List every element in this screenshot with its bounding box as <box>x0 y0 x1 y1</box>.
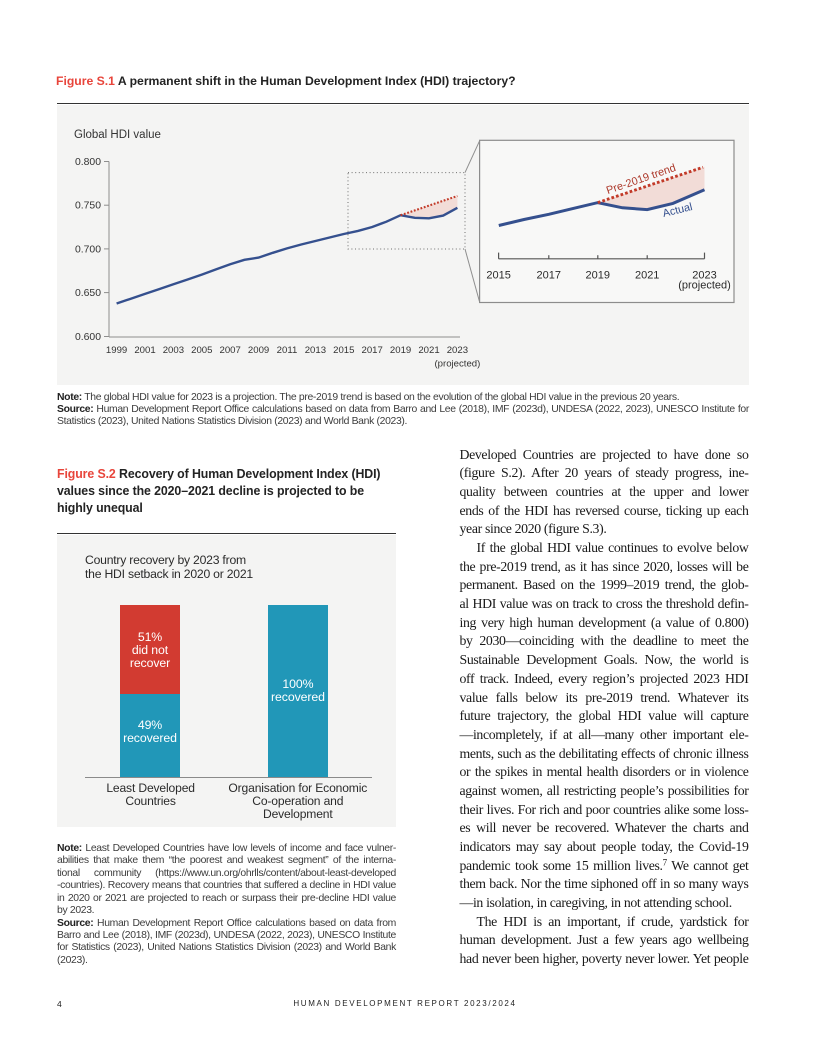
svg-text:2005: 2005 <box>191 345 212 356</box>
svg-text:1999: 1999 <box>106 345 127 356</box>
svg-text:2007: 2007 <box>220 345 241 356</box>
svg-text:2021: 2021 <box>418 345 439 356</box>
svg-text:2019: 2019 <box>586 270 610 282</box>
svg-text:2011: 2011 <box>277 345 298 356</box>
svg-text:2017: 2017 <box>362 345 383 356</box>
svg-text:0.600: 0.600 <box>75 332 101 343</box>
svg-text:2013: 2013 <box>305 345 326 356</box>
svg-text:2015: 2015 <box>333 345 354 356</box>
svg-text:0.750: 0.750 <box>75 201 101 212</box>
svg-text:(projected): (projected) <box>434 359 480 370</box>
svg-text:(projected): (projected) <box>678 280 731 292</box>
svg-text:Global HDI value: Global HDI value <box>74 129 161 141</box>
svg-text:2023: 2023 <box>692 270 716 282</box>
svg-text:2019: 2019 <box>390 345 411 356</box>
svg-text:0.650: 0.650 <box>75 288 101 299</box>
svg-text:0.800: 0.800 <box>75 157 101 168</box>
svg-text:2021: 2021 <box>635 270 659 282</box>
svg-text:2003: 2003 <box>163 345 184 356</box>
svg-text:2001: 2001 <box>134 345 155 356</box>
svg-text:2017: 2017 <box>537 270 561 282</box>
svg-text:2023: 2023 <box>447 345 468 356</box>
svg-text:2009: 2009 <box>248 345 269 356</box>
svg-text:2015: 2015 <box>486 270 510 282</box>
svg-text:0.700: 0.700 <box>75 244 101 255</box>
